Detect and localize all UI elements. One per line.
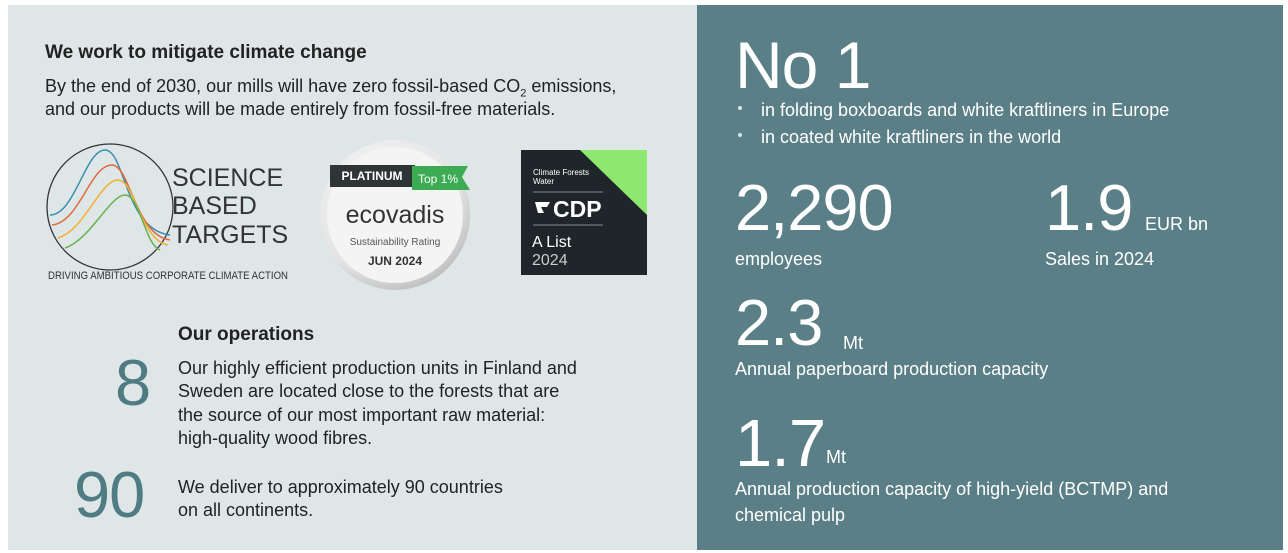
stat-label: Annual paperboard production capacity [735, 359, 1049, 379]
operations-title: Our operations [178, 324, 315, 345]
text: emissions, [526, 76, 617, 96]
operations-text: Sweden are located close to the forests … [178, 381, 560, 401]
sbt-word: BASED [172, 192, 257, 220]
rank-bullet: in coated white kraftliners in the world [761, 127, 1062, 147]
rank-number: No 1 [735, 28, 871, 102]
sbt-word: TARGETS [172, 221, 288, 249]
stat-label: Annual production capacity of high-yield… [735, 479, 1169, 499]
operations-number: 8 [115, 346, 151, 419]
sbt-word: SCIENCE [172, 164, 283, 192]
stat-number: 1.7 [735, 406, 826, 481]
cdp-brand: CDP [553, 196, 602, 222]
stat-number: 2,290 [735, 171, 894, 244]
climate-text: By the end of 2030, our mills will have … [45, 77, 616, 100]
subscript: 2 [520, 87, 527, 100]
operations-text: We deliver to approximately 90 countries [178, 477, 503, 497]
cdp-theme: Climate Forests [533, 168, 589, 177]
sbt-tagline: DRIVING AMBITIOUS CORPORATE CLIMATE ACTI… [48, 270, 288, 282]
stat-label: Sales in 2024 [1045, 249, 1155, 269]
ecovadis-brand: ecovadis [346, 201, 445, 229]
ecovadis-badge: PLATINUM Top 1% ecovadis Sustainability … [320, 140, 470, 290]
operations-text: Our highly efficient production units in… [178, 358, 577, 378]
stat-label: employees [735, 249, 823, 269]
sbt-logo: SCIENCE BASED TARGETS DRIVING AMBITIOUS … [46, 143, 288, 282]
logos: SCIENCE BASED TARGETS DRIVING AMBITIOUS … [46, 140, 647, 290]
rank-bullet: in folding boxboards and white kraftline… [761, 100, 1170, 120]
operations-text: high-quality wood fibres. [178, 428, 373, 448]
stat-number: 2.3 [735, 286, 823, 359]
cdp-badge: Climate Forests Water CDP A List 2024 [521, 150, 647, 275]
climate-text: and our products will be made entirely f… [45, 99, 556, 119]
stat-unit: Mt [843, 333, 863, 353]
text: By the end of 2030, our mills will have … [45, 76, 521, 96]
left-panel [8, 5, 697, 550]
operations-text: the source of our most important raw mat… [178, 405, 546, 425]
bullet [738, 133, 742, 137]
cdp-year: 2024 [532, 252, 568, 269]
stat-unit: EUR bn [1145, 214, 1209, 234]
operations-number: 90 [74, 458, 145, 531]
bullet [738, 106, 742, 110]
operations-text: on all continents. [178, 500, 314, 520]
stat-label: chemical pulp [735, 505, 846, 525]
right-panel [697, 5, 1283, 550]
ecovadis-date: JUN 2024 [368, 254, 422, 268]
climate-title: We work to mitigate climate change [45, 42, 367, 63]
ecovadis-rank: Top 1% [418, 172, 458, 186]
stat-number: 1.9 [1045, 171, 1133, 244]
cdp-theme: Water [533, 177, 554, 186]
stat-unit: Mt [826, 447, 846, 467]
ecovadis-rating: Sustainability Rating [350, 237, 441, 248]
cdp-grade: A List [532, 234, 572, 251]
ecovadis-level: PLATINUM [341, 169, 402, 183]
